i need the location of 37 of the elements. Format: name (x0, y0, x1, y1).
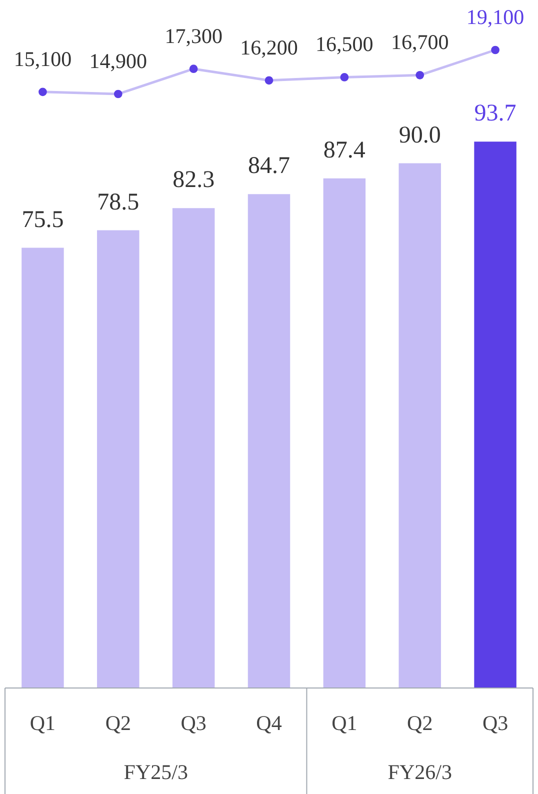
point (416, 70, 424, 80)
point (114, 90, 122, 98)
data-label: 75.5 (22, 206, 64, 233)
text: FY25/3 (124, 760, 188, 784)
bar (172, 208, 215, 688)
data-label: 87.4 (323, 137, 366, 164)
x-tick-label: Q4 (256, 711, 282, 735)
data-label: 90.0 (398, 122, 441, 148)
bar (323, 178, 366, 688)
data-label: 78.5 (97, 189, 140, 216)
data-label: 16,500 (316, 32, 374, 56)
x-tick-label: Q1 (30, 711, 56, 735)
x-tick-label: Q1 (332, 711, 358, 735)
data-label: 14,900 (89, 49, 148, 73)
x-tick-label: Q3 (180, 711, 206, 735)
data-label: 16,200 (240, 35, 298, 60)
point (38, 88, 47, 96)
point (340, 73, 349, 82)
point (189, 64, 198, 74)
x-tick-label: Q3 (482, 711, 508, 735)
x-tick-label: Q2 (407, 711, 433, 735)
data-label: 19,100 (466, 5, 524, 29)
text: FY26/3 (388, 760, 452, 784)
bar (248, 194, 290, 688)
data-label: 16,700 (390, 30, 449, 54)
point (264, 76, 274, 85)
data-label: 15,100 (14, 46, 72, 71)
bar (398, 163, 441, 688)
data-label: 84.7 (248, 153, 290, 180)
data-label: 17,300 (164, 24, 222, 48)
point (491, 46, 500, 54)
x-tick-label: Q2 (105, 711, 131, 735)
data-label: 82.3 (172, 167, 215, 194)
bar (97, 230, 140, 688)
bar (474, 142, 516, 688)
data-label: 93.7 (474, 100, 516, 127)
bar (22, 248, 64, 688)
